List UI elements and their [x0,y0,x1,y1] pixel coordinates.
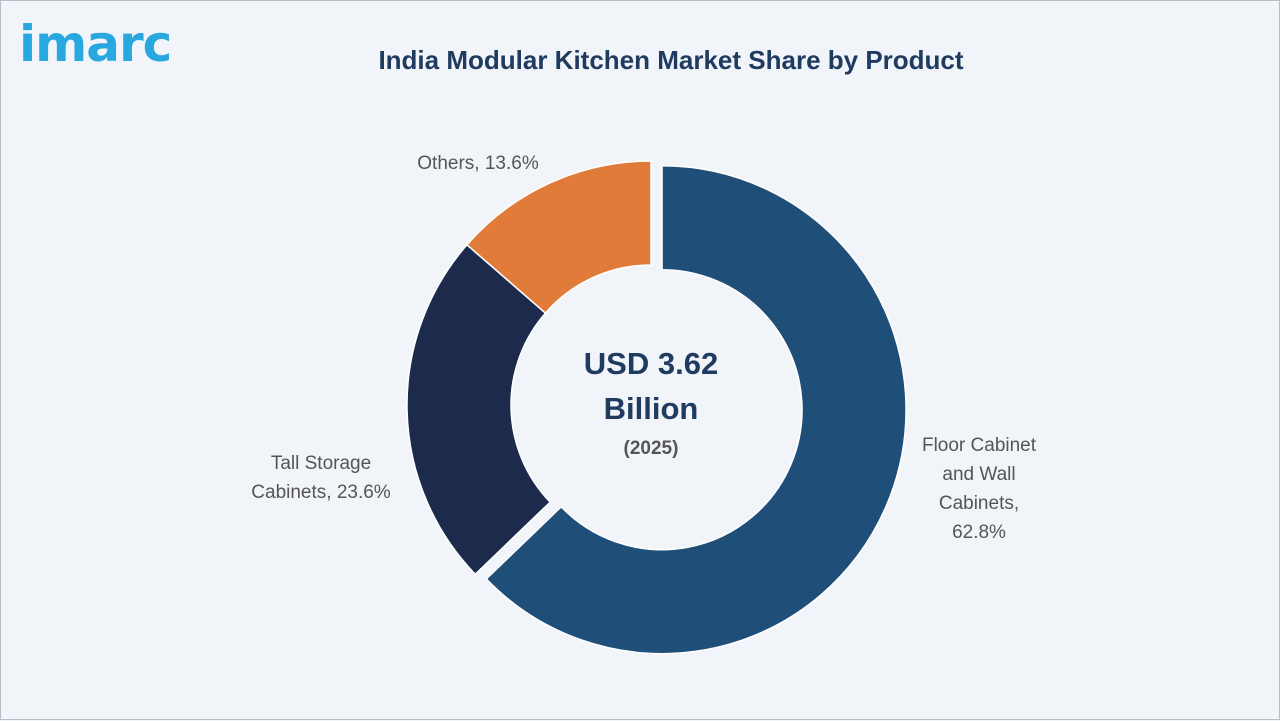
center-total-value: USD 3.62 Billion [583,346,719,426]
center-year: (2025) [623,438,679,459]
imarc-logo: imarc [19,15,172,73]
chart-title: India Modular Kitchen Market Share by Pr… [378,45,964,75]
slice-tall-storage-cabinets [406,243,552,576]
label-floor-wall-cabinets: Floor Cabinet and Wall Cabinets, 62.8% [921,435,1037,543]
slice-others [465,160,652,315]
slice-floor-wall-cabinets [485,164,907,655]
label-others: Others, 13.6% [417,153,539,174]
label-tall-storage-cabinets: Tall Storage Cabinets, 23.6% [251,453,391,503]
